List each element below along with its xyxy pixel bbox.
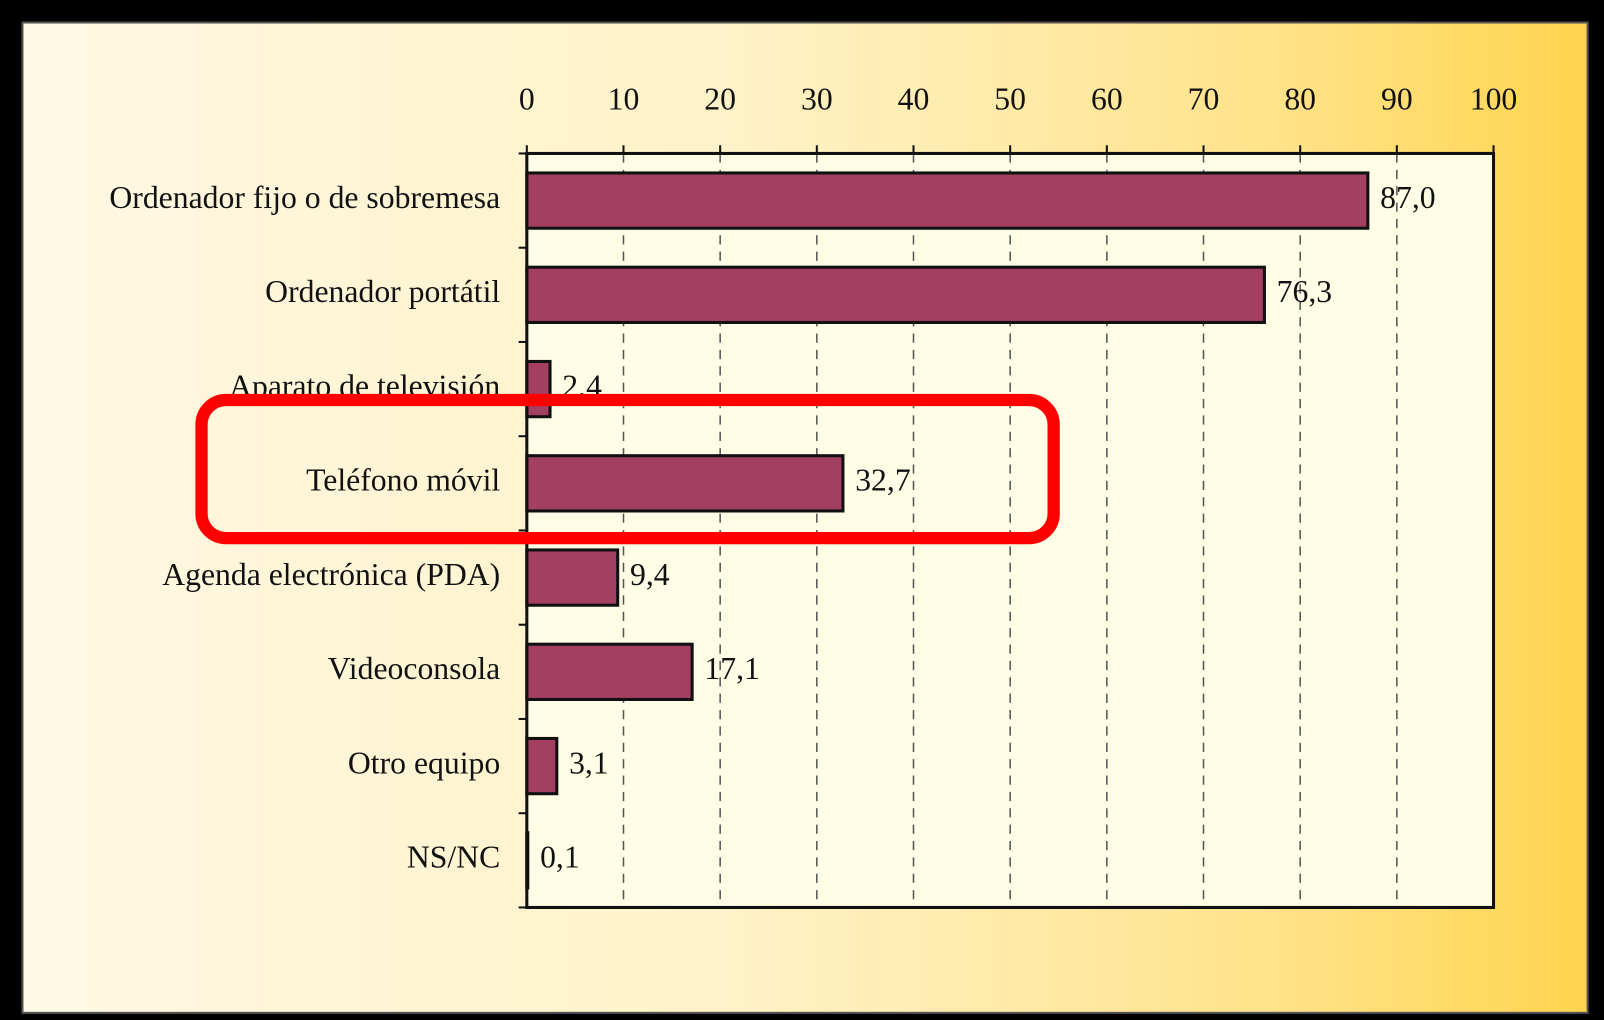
x-tick-label: 90	[1381, 82, 1413, 117]
value-label: 17,1	[704, 651, 759, 686]
value-label: 3,1	[569, 745, 609, 780]
x-tick-label: 80	[1284, 82, 1316, 117]
y-tick-label: Ordenador portátil	[265, 274, 500, 309]
x-tick-label: 0	[519, 82, 535, 117]
y-tick-label: Otro equipo	[348, 745, 500, 780]
value-label: 76,3	[1277, 274, 1332, 309]
x-tick-label: 30	[801, 82, 833, 117]
highlight-box	[195, 393, 1060, 545]
value-label: 32,7	[855, 463, 910, 498]
x-tick-label: 10	[608, 82, 640, 117]
x-tick-label: 100	[1470, 82, 1518, 117]
bar	[525, 359, 552, 419]
plot-border	[525, 151, 1496, 909]
value-label: 9,4	[630, 557, 670, 592]
value-label: 0,1	[540, 840, 580, 875]
bar	[525, 736, 559, 796]
x-tick-label: 60	[1091, 82, 1123, 117]
bar	[525, 265, 1266, 324]
y-tick-label: Agenda electrónica (PDA)	[162, 557, 500, 592]
y-tick-label: Videoconsola	[328, 651, 500, 686]
x-tick-label: 70	[1188, 82, 1220, 117]
x-tick-label: 50	[994, 82, 1026, 117]
y-tick-label: Ordenador fijo o de sobremesa	[109, 180, 500, 215]
x-tick-label: 40	[898, 82, 930, 117]
x-tick-label: 20	[704, 82, 736, 117]
value-label: 87,0	[1380, 180, 1435, 215]
bar	[525, 171, 1370, 230]
y-tick-label: Teléfono móvil	[306, 463, 500, 498]
bar	[525, 642, 694, 701]
bar	[525, 548, 620, 607]
bar	[525, 454, 845, 513]
y-tick-label: NS/NC	[407, 840, 500, 875]
